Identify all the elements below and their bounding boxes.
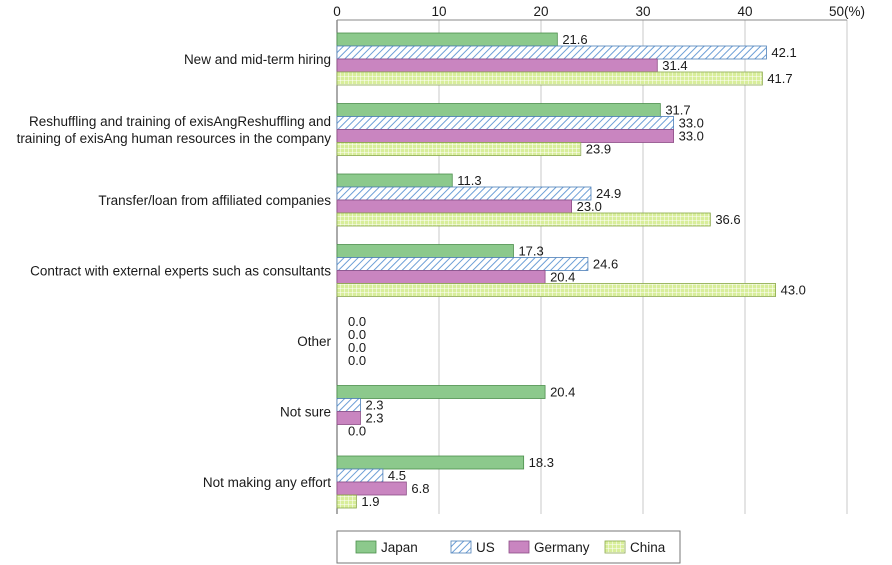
data-label: 0.0 [348,314,366,329]
data-label: 17.3 [518,244,543,259]
legend-swatch [604,540,626,554]
x-tick-label: 20 [533,4,548,19]
x-axis: 0 10 20 30 40 50(%) [333,4,865,21]
legend-label: US [476,540,495,555]
data-label: 23.0 [577,199,602,214]
bar-china [336,71,763,86]
bar-china [336,142,582,156]
data-label: 0.0 [348,327,366,342]
bar-us [336,186,592,201]
data-label: 0.0 [348,353,366,368]
category-label: Reshuffling and training of exisAngReshu… [29,114,331,129]
bar-germany [336,199,573,214]
category-label: Transfer/loan from affiliated companies [98,193,331,208]
bar-japan [336,173,453,188]
legend-swatch [355,540,377,554]
bar-germany [336,58,658,73]
data-label: 31.7 [665,103,690,118]
bar-us [336,398,361,412]
bar-japan [336,244,514,258]
bar-us [336,116,675,130]
category-label: training of exisAng human resources in t… [17,131,332,146]
data-label: 18.3 [529,455,554,470]
data-label: 31.4 [662,58,687,73]
data-label: 0.0 [348,424,366,439]
bar-japan [336,32,558,47]
bar-japan [336,385,546,399]
data-label: 23.9 [586,142,611,157]
bar-china [336,283,777,297]
data-label: 2.3 [365,398,383,413]
bar-japan [336,455,525,470]
data-label: 0.0 [348,340,366,355]
legend-label: Germany [534,540,590,555]
category-label: Not sure [280,405,331,420]
bar-us [336,468,384,483]
data-label: 2.3 [365,411,383,426]
legend: Japan US Germany China [336,530,681,564]
data-label: 21.6 [562,32,587,47]
data-label: 20.4 [550,270,575,285]
x-tick-label: 50(%) [829,4,865,19]
legend-swatch [450,540,472,554]
bar-japan [336,103,661,117]
x-tick-label: 40 [737,4,752,19]
legend-label: China [630,540,666,555]
category-label: Not making any effort [203,475,331,490]
bar-germany [336,481,407,496]
category-label: Contract with external experts such as c… [30,264,331,279]
value-labels: 21.631.711.317.30.020.418.342.133.024.92… [348,32,806,509]
legend-swatch [508,540,530,554]
data-label: 1.9 [361,494,379,509]
legend-label: Japan [381,540,418,555]
bar-china [336,494,357,509]
data-label: 20.4 [550,385,575,400]
bar-germany [336,411,361,425]
x-tick-label: 0 [333,4,341,19]
data-label: 6.8 [411,481,429,496]
data-label: 33.0 [679,129,704,144]
data-label: 4.5 [388,468,406,483]
category-labels: New and mid-term hiring Reshuffling and t… [17,52,332,490]
bar-china [336,212,711,227]
bar-us [336,45,767,60]
data-label: 24.9 [596,186,621,201]
x-tick-label: 30 [635,4,650,19]
category-label: New and mid-term hiring [184,52,331,67]
data-label: 43.0 [781,283,806,298]
data-label: 36.6 [715,212,740,227]
data-label: 11.3 [457,173,481,188]
data-label: 42.1 [771,45,796,60]
x-tick-label: 10 [431,4,446,19]
data-label: 33.0 [679,116,704,131]
data-label: 24.6 [593,257,618,272]
bars [336,32,777,509]
data-label: 41.7 [767,71,792,86]
category-label: Other [297,334,331,349]
bar-germany [336,270,546,284]
bar-germany [336,129,675,143]
